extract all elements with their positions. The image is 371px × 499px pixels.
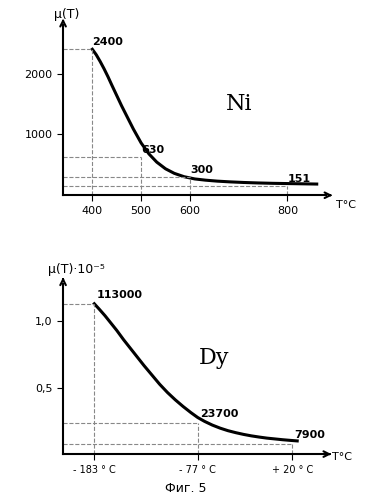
Text: 23700: 23700	[200, 409, 238, 419]
Text: 300: 300	[190, 165, 213, 175]
Text: 113000: 113000	[96, 290, 142, 300]
Text: Ni: Ni	[226, 93, 252, 115]
Text: 630: 630	[141, 145, 164, 155]
Text: μ(T)·10⁻⁵: μ(T)·10⁻⁵	[49, 263, 105, 276]
Text: Фиг. 5: Фиг. 5	[165, 482, 206, 495]
Text: 7900: 7900	[294, 430, 325, 440]
Text: μ(T): μ(T)	[54, 8, 80, 21]
Text: T°C: T°C	[332, 452, 352, 462]
Text: 151: 151	[288, 174, 311, 184]
Text: Dy: Dy	[199, 347, 230, 369]
Text: T°C: T°C	[336, 200, 356, 210]
Text: 2400: 2400	[92, 36, 123, 46]
